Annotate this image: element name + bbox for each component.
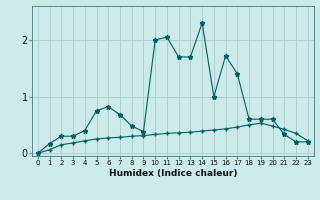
X-axis label: Humidex (Indice chaleur): Humidex (Indice chaleur) — [108, 169, 237, 178]
